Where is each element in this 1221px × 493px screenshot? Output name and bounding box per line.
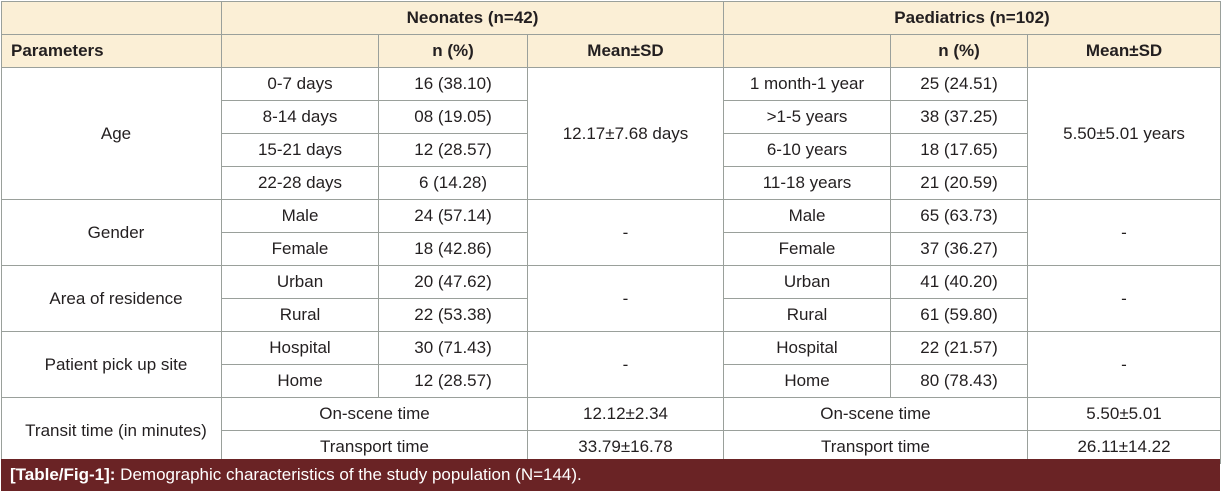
ped-transit-category: On-scene time [723, 397, 1028, 431]
table-row: 22-28 days 6 (14.28) 11-18 years 21 (20.… [2, 166, 1221, 200]
neo-mean-sd-header: Mean±SD [527, 34, 724, 68]
ped-age-mean: 5.50±5.01 years [1026, 67, 1221, 200]
ped-n-pct: 80 (78.43) [890, 364, 1028, 398]
table-row: Rural 22 (53.38) Rural 61 (59.80) [2, 298, 1221, 332]
neo-category: Hospital [221, 331, 379, 365]
ped-n-pct: 61 (59.80) [890, 298, 1028, 332]
table-caption: [Table/Fig-1]: Demographic characteristi… [1, 459, 1220, 491]
ped-category: Rural [723, 298, 891, 332]
age-label: Age [1, 67, 222, 200]
neo-n-pct: 12 (28.57) [378, 133, 528, 167]
parameters-header: Parameters [1, 34, 222, 68]
neo-category: 22-28 days [221, 166, 379, 200]
neo-category: 8-14 days [221, 100, 379, 134]
neo-n-pct: 30 (71.43) [378, 331, 528, 365]
column-header-row: Parameters n (%) Mean±SD n (%) Mean±SD [1, 34, 1221, 68]
pickup-label: Patient pick up site [1, 331, 222, 398]
neo-pickup-mean: - [527, 331, 724, 398]
neo-n-pct-header: n (%) [378, 34, 528, 68]
table-row: Transport time 33.79±16.78 Transport tim… [2, 430, 1221, 464]
neo-n-pct: 18 (42.86) [378, 232, 528, 266]
neo-n-pct: 12 (28.57) [378, 364, 528, 398]
paediatrics-group-header: Paediatrics (n=102) [722, 1, 1221, 35]
neo-category-header-blank [221, 34, 379, 68]
ped-n-pct-header: n (%) [890, 34, 1028, 68]
ped-transit-mean: 5.50±5.01 [1026, 397, 1221, 431]
demographics-table: Neonates (n=42) Paediatrics (n=102) Para… [1, 1, 1221, 464]
ped-n-pct: 22 (21.57) [890, 331, 1028, 365]
table-row: Home 12 (28.57) Home 80 (78.43) [2, 364, 1221, 398]
caption-text: Demographic characteristics of the study… [115, 465, 582, 484]
neo-category: Rural [221, 298, 379, 332]
ped-transit-mean: 26.11±14.22 [1026, 430, 1221, 464]
ped-n-pct: 65 (63.73) [890, 199, 1028, 233]
group-header-row: Neonates (n=42) Paediatrics (n=102) [1, 1, 1221, 35]
ped-n-pct: 25 (24.51) [890, 67, 1028, 101]
ped-category: Female [723, 232, 891, 266]
ped-category: >1-5 years [723, 100, 891, 134]
ped-category: 6-10 years [723, 133, 891, 167]
neo-category: Female [221, 232, 379, 266]
ped-category-header-blank [723, 34, 891, 68]
table-row: 8-14 days 08 (19.05) >1-5 years 38 (37.2… [2, 100, 1221, 134]
neonates-group-header: Neonates (n=42) [221, 1, 724, 35]
neo-transit-mean: 12.12±2.34 [527, 397, 724, 431]
neo-category: 15-21 days [221, 133, 379, 167]
ped-category: Male [723, 199, 891, 233]
neo-transit-category: On-scene time [221, 397, 528, 431]
table-row: Area of residence Urban 20 (47.62) - Urb… [1, 265, 1221, 332]
ped-n-pct: 21 (20.59) [890, 166, 1028, 200]
neo-category: Home [221, 364, 379, 398]
neo-n-pct: 24 (57.14) [378, 199, 528, 233]
neo-n-pct: 20 (47.62) [378, 265, 528, 299]
neo-transit-mean: 33.79±16.78 [527, 430, 724, 464]
ped-transit-category: Transport time [723, 430, 1028, 464]
table-row: Transit time (in minutes) On-scene time … [1, 397, 1221, 464]
neo-age-mean: 12.17±7.68 days [527, 67, 724, 200]
header-blank-cell [1, 1, 222, 35]
table-row: Age 0-7 days 16 (38.10) 12.17±7.68 days … [1, 67, 1221, 200]
gender-label: Gender [1, 199, 222, 266]
table-row: Gender Male 24 (57.14) - Male 65 (63.73)… [1, 199, 1221, 266]
residence-label: Area of residence [1, 265, 222, 332]
table-row: Female 18 (42.86) Female 37 (36.27) [2, 232, 1221, 266]
ped-gender-mean: - [1026, 199, 1221, 266]
ped-n-pct: 38 (37.25) [890, 100, 1028, 134]
table-row: 15-21 days 12 (28.57) 6-10 years 18 (17.… [2, 133, 1221, 167]
neo-n-pct: 6 (14.28) [378, 166, 528, 200]
caption-tag: [Table/Fig-1]: [10, 465, 116, 484]
ped-mean-sd-header: Mean±SD [1026, 34, 1221, 68]
neo-residence-mean: - [527, 265, 724, 332]
ped-category: Hospital [723, 331, 891, 365]
neo-transit-category: Transport time [221, 430, 528, 464]
ped-category: Urban [723, 265, 891, 299]
ped-pickup-mean: - [1026, 331, 1221, 398]
ped-category: Home [723, 364, 891, 398]
table-row: Patient pick up site Hospital 30 (71.43)… [1, 331, 1221, 398]
neo-gender-mean: - [527, 199, 724, 266]
neo-category: 0-7 days [221, 67, 379, 101]
neo-category: Male [221, 199, 379, 233]
ped-category: 11-18 years [723, 166, 891, 200]
ped-residence-mean: - [1026, 265, 1221, 332]
transit-label: Transit time (in minutes) [1, 397, 222, 464]
neo-n-pct: 08 (19.05) [378, 100, 528, 134]
ped-n-pct: 18 (17.65) [890, 133, 1028, 167]
ped-n-pct: 37 (36.27) [890, 232, 1028, 266]
ped-n-pct: 41 (40.20) [890, 265, 1028, 299]
neo-category: Urban [221, 265, 379, 299]
ped-category: 1 month-1 year [723, 67, 891, 101]
neo-n-pct: 16 (38.10) [378, 67, 528, 101]
neo-n-pct: 22 (53.38) [378, 298, 528, 332]
